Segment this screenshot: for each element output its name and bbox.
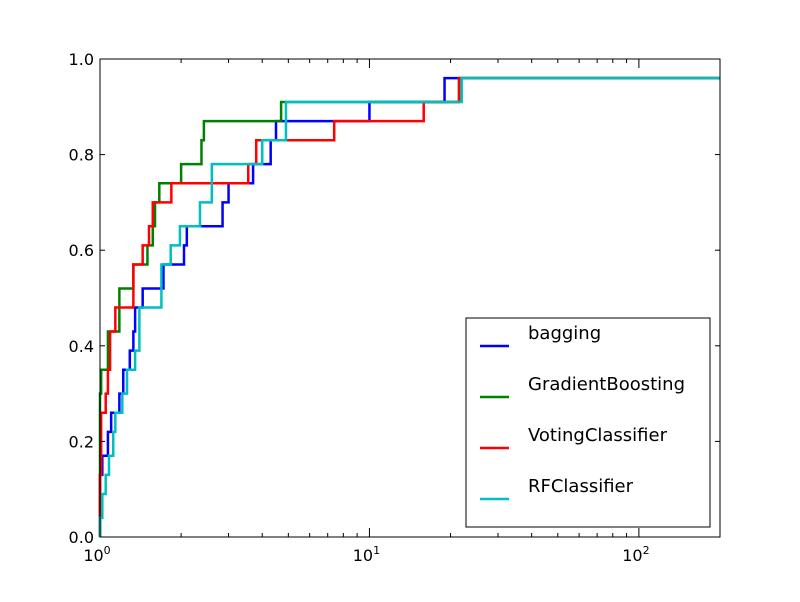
series-line-VotingClassifier xyxy=(98,76,720,537)
legend-label: bagging xyxy=(528,323,601,344)
y-tick-label: 0.0 xyxy=(69,528,94,547)
y-tick-label: 0.8 xyxy=(69,146,94,165)
y-tick-label: 0.4 xyxy=(69,337,94,356)
x-tick-label: 102 xyxy=(622,544,649,565)
y-tick-label: 1.0 xyxy=(69,50,94,69)
legend-label: RFClassifier xyxy=(528,476,634,497)
series-line-RFClassifier xyxy=(98,76,720,537)
series-line-GradientBoosting xyxy=(98,76,720,537)
y-tick-label: 0.6 xyxy=(69,241,94,260)
axes-frame xyxy=(99,58,721,538)
series-layer xyxy=(98,76,720,537)
tick-layer: 0.0 0.2 0.4 0.6 0.8 1.0 100 101 102 xyxy=(69,50,721,565)
legend-label: GradientBoosting xyxy=(528,374,685,395)
x-tick-label: 100 xyxy=(83,544,110,565)
legend-label: VotingClassifier xyxy=(528,425,668,446)
legend-box xyxy=(465,317,711,528)
y-tick-label: 0.2 xyxy=(69,432,94,451)
x-tick-label: 101 xyxy=(353,544,380,565)
legend: bagging GradientBoosting VotingClassifier R… xyxy=(465,317,711,528)
